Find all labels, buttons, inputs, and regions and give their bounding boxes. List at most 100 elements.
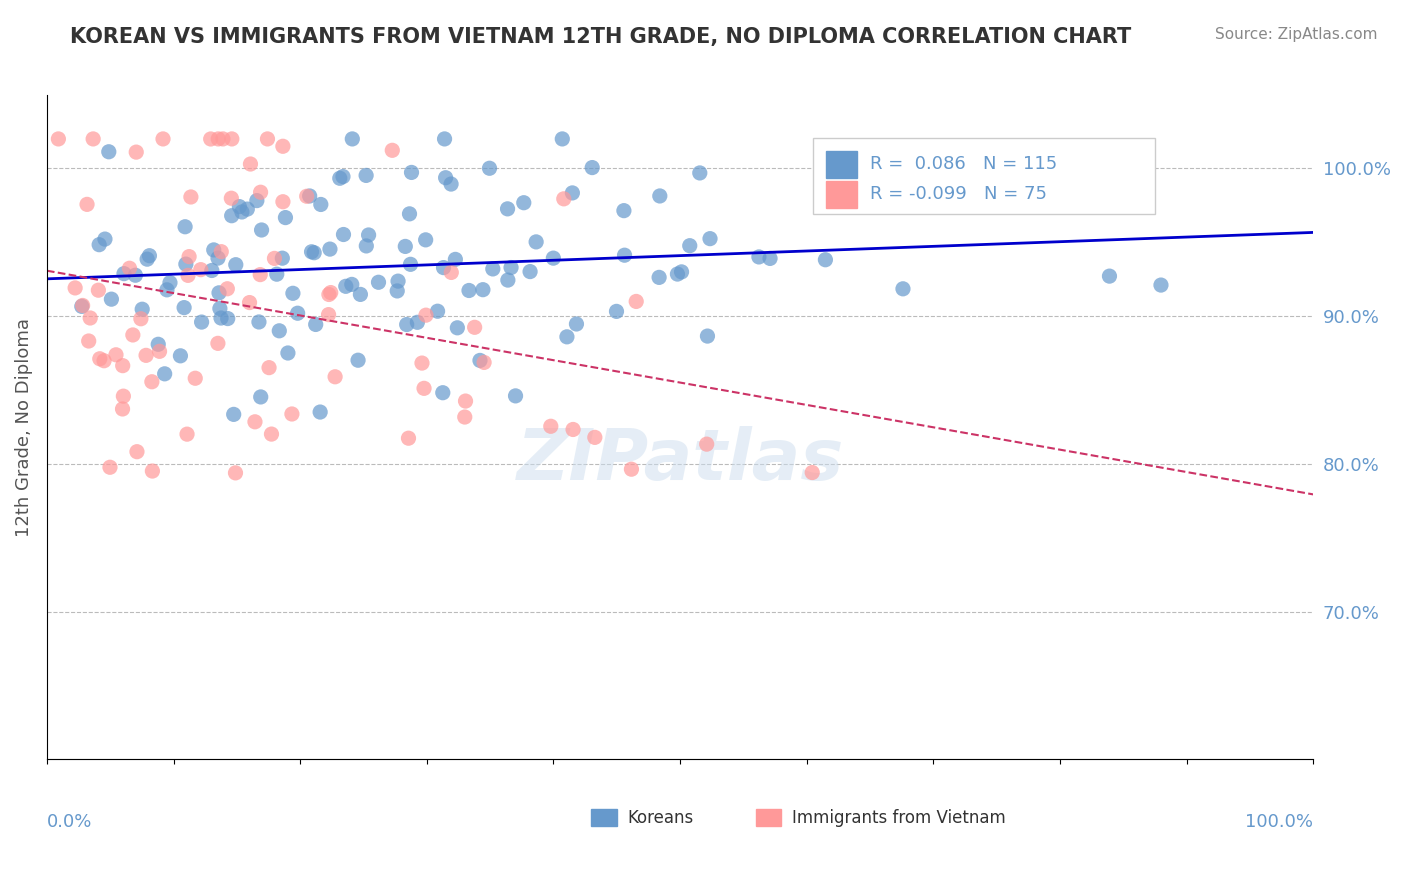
Point: [513, 195, 536, 210]
Point: [148, 337, 170, 351]
Point: [613, 248, 636, 262]
Point: [174, 257, 197, 271]
Point: [472, 355, 495, 369]
Point: [271, 139, 294, 153]
Point: [190, 262, 212, 277]
Point: [395, 318, 418, 332]
Point: [184, 371, 207, 385]
Point: [129, 311, 152, 326]
Point: [319, 242, 342, 256]
Point: [208, 301, 231, 316]
Point: [540, 419, 562, 434]
Point: [555, 330, 578, 344]
Point: [249, 268, 271, 282]
Point: [689, 166, 711, 180]
Point: [87, 283, 110, 297]
Point: [411, 356, 433, 370]
Point: [342, 132, 364, 146]
Point: [231, 205, 253, 219]
Point: [524, 235, 547, 249]
Text: Source: ZipAtlas.com: Source: ZipAtlas.com: [1215, 27, 1378, 42]
Point: [131, 302, 153, 317]
Point: [458, 284, 481, 298]
Point: [354, 169, 377, 183]
Point: [200, 132, 222, 146]
Point: [519, 264, 541, 278]
Point: [666, 267, 689, 281]
Point: [89, 237, 111, 252]
Point: [399, 257, 422, 271]
Text: ZIPatlas: ZIPatlas: [516, 425, 844, 495]
Point: [648, 270, 671, 285]
Point: [266, 267, 288, 281]
Point: [63, 281, 86, 295]
Point: [801, 466, 824, 480]
Point: [257, 360, 280, 375]
Point: [432, 385, 454, 400]
Point: [89, 351, 111, 366]
Point: [94, 232, 117, 246]
Point: [225, 258, 247, 272]
Point: [111, 401, 134, 416]
Point: [309, 405, 332, 419]
Point: [329, 171, 352, 186]
Point: [250, 223, 273, 237]
Point: [415, 308, 437, 322]
Point: [381, 144, 404, 158]
Point: [454, 410, 477, 425]
Point: [271, 251, 294, 265]
Point: [156, 283, 179, 297]
Point: [112, 267, 135, 281]
Point: [759, 252, 782, 266]
Point: [217, 311, 239, 326]
Point: [305, 318, 328, 332]
Point: [263, 252, 285, 266]
FancyBboxPatch shape: [592, 809, 617, 826]
Point: [79, 310, 101, 325]
Point: [93, 353, 115, 368]
Point: [413, 381, 436, 395]
Point: [236, 202, 259, 216]
Point: [207, 132, 229, 146]
Point: [238, 295, 260, 310]
Point: [82, 132, 104, 146]
Point: [174, 219, 197, 234]
Point: [228, 200, 250, 214]
Point: [72, 298, 94, 312]
Point: [277, 346, 299, 360]
Point: [335, 279, 357, 293]
Point: [98, 460, 121, 475]
Point: [1098, 269, 1121, 284]
Point: [295, 189, 318, 203]
FancyBboxPatch shape: [825, 181, 858, 208]
Point: [620, 462, 643, 476]
Point: [77, 334, 100, 348]
Point: [624, 294, 647, 309]
Point: [398, 207, 420, 221]
Point: [209, 244, 232, 259]
Point: [398, 431, 420, 445]
Point: [141, 375, 163, 389]
Point: [356, 239, 378, 253]
Y-axis label: 12th Grade, No Diploma: 12th Grade, No Diploma: [15, 318, 32, 536]
Point: [581, 161, 603, 175]
Point: [444, 252, 467, 267]
Point: [1150, 278, 1173, 293]
Point: [104, 348, 127, 362]
Point: [243, 415, 266, 429]
Point: [340, 277, 363, 292]
FancyBboxPatch shape: [813, 138, 1154, 214]
Point: [387, 274, 409, 288]
Point: [551, 132, 574, 146]
FancyBboxPatch shape: [756, 809, 782, 826]
Text: 0.0%: 0.0%: [46, 813, 93, 830]
Point: [394, 239, 416, 253]
Point: [111, 359, 134, 373]
Point: [401, 165, 423, 179]
Point: [332, 227, 354, 242]
Point: [696, 329, 718, 343]
Point: [125, 145, 148, 160]
Point: [246, 194, 269, 208]
Point: [209, 311, 232, 326]
Point: [301, 244, 323, 259]
